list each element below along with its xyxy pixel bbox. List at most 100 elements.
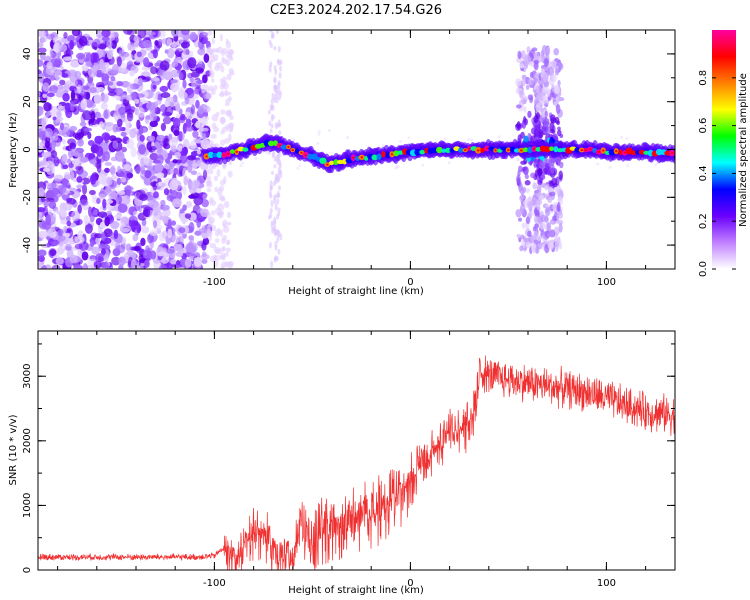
heatmap-cell (81, 65, 89, 72)
heatmap-cell (99, 58, 105, 70)
snr-series-line (38, 355, 675, 570)
heatmap-cell (533, 158, 539, 164)
heatmap-cell (558, 170, 564, 181)
heatmap-cell (528, 77, 532, 86)
heatmap-cell (172, 60, 179, 68)
heatmap-cell (78, 170, 89, 178)
heatmap-cell (101, 247, 106, 255)
heatmap-cell (171, 234, 180, 245)
heatmap-cell (269, 186, 273, 192)
heatmap-cell (53, 174, 64, 182)
heatmap-cell (125, 243, 132, 252)
heatmap-cell (278, 154, 282, 158)
heatmap-cell (70, 70, 76, 78)
heatmap-cell (267, 109, 271, 115)
heatmap-cell (207, 151, 214, 159)
heatmap-cell (84, 223, 93, 234)
heatmap-cell (278, 144, 282, 147)
heatmap-cell (85, 264, 96, 269)
heatmap-cell (172, 117, 181, 129)
heatmap-cell (88, 189, 96, 196)
heatmap-cell (270, 260, 274, 269)
heatmap-cell (273, 76, 277, 84)
heatmap-cell (536, 206, 541, 211)
heatmap-cell (38, 207, 46, 212)
heatmap-cell (574, 147, 581, 153)
heatmap-cell (267, 140, 275, 147)
heatmap-cell (207, 30, 213, 36)
heatmap-cell (534, 223, 539, 230)
heatmap-cell (170, 258, 177, 265)
heatmap-cell (539, 107, 544, 113)
heatmap-cell (534, 124, 539, 135)
heatmap-cell (182, 167, 187, 179)
x-tick-label: 0 (407, 277, 413, 288)
heatmap-cell (225, 247, 231, 253)
heatmap-cell (55, 118, 62, 124)
heatmap-cell (78, 35, 88, 47)
heatmap-cell (100, 102, 108, 110)
heatmap-cell (77, 30, 83, 37)
heatmap-cell (73, 153, 83, 158)
heatmap-cell (93, 260, 102, 269)
heatmap-cell (103, 254, 109, 262)
heatmap-cell (202, 116, 210, 121)
heatmap-cell (138, 77, 143, 87)
heatmap-cell (57, 104, 63, 111)
heatmap-cell (558, 222, 563, 233)
heatmap-cell (521, 76, 527, 87)
heatmap-cell (143, 177, 152, 186)
heatmap-cell (156, 144, 163, 154)
heatmap-cell (543, 100, 550, 105)
heatmap-cell (81, 251, 89, 261)
heatmap-cell (268, 241, 272, 249)
heatmap-cell (139, 134, 145, 142)
heatmap-cell (146, 101, 156, 111)
heatmap-cell (227, 170, 233, 178)
heatmap-cell (207, 212, 212, 220)
heatmap-cell (69, 101, 75, 112)
heatmap-cell (94, 135, 104, 144)
y-tick-label: -20 (22, 189, 33, 205)
heatmap-cell (291, 149, 294, 152)
heatmap-cell (178, 35, 184, 44)
heatmap-cell (224, 102, 230, 107)
heatmap-cell (144, 259, 150, 268)
heatmap-cell (326, 163, 329, 166)
heatmap-cell (182, 204, 187, 211)
heatmap-cell (189, 77, 194, 83)
heatmap-cell (42, 82, 50, 93)
heatmap-cell (223, 200, 230, 209)
heatmap-cell (57, 228, 64, 237)
heatmap-cell (532, 182, 538, 190)
heatmap-cell (185, 87, 195, 99)
heatmap-cell (620, 135, 624, 139)
heatmap-cell (217, 212, 222, 217)
heatmap-cell (443, 137, 447, 141)
heatmap-cell (102, 198, 107, 209)
heatmap-cell (125, 94, 132, 101)
heatmap-cell (106, 177, 113, 186)
heatmap-cell (654, 163, 658, 167)
heatmap-cell (134, 163, 141, 175)
heatmap-cell (96, 87, 105, 92)
heatmap-cell (48, 200, 57, 209)
spectrogram-data (38, 30, 675, 269)
y-tick-label: 40 (22, 48, 33, 61)
heatmap-cell (529, 96, 533, 104)
heatmap-cell (209, 66, 213, 74)
heatmap-cell (211, 122, 217, 129)
heatmap-cell (360, 156, 363, 159)
heatmap-cell (520, 131, 525, 139)
heatmap-cell (351, 156, 355, 159)
heatmap-cell (126, 138, 135, 150)
heatmap-cell (294, 148, 300, 154)
heatmap-cell (83, 127, 93, 132)
heatmap-cell (205, 180, 213, 186)
heatmap-cell (252, 146, 256, 149)
heatmap-cell (133, 210, 138, 217)
heatmap-cell (141, 218, 147, 227)
heatmap-cell (536, 176, 543, 182)
heatmap-cell (224, 89, 228, 97)
